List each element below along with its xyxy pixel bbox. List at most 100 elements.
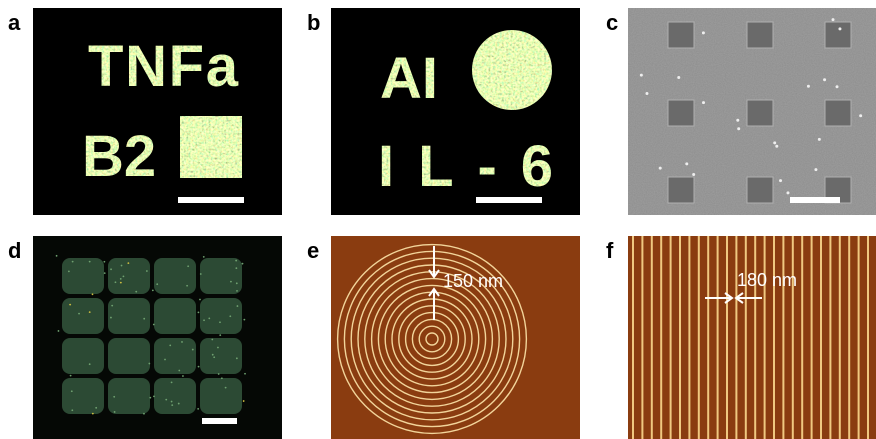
speck	[92, 293, 94, 295]
speck	[235, 267, 237, 269]
speck	[221, 377, 223, 379]
speck	[123, 275, 125, 277]
speck	[152, 289, 154, 291]
particle	[702, 31, 705, 34]
speck	[243, 319, 245, 321]
spot	[200, 338, 242, 374]
particle	[692, 173, 695, 176]
speck	[120, 278, 122, 280]
speck	[135, 291, 137, 293]
speck	[236, 290, 238, 292]
speck	[110, 268, 112, 270]
speck	[143, 413, 145, 415]
particle	[823, 78, 826, 81]
pad	[668, 100, 694, 126]
speck	[110, 317, 112, 319]
speck	[235, 260, 237, 262]
speck	[198, 366, 200, 368]
spot	[62, 378, 104, 414]
speck	[70, 375, 72, 377]
pad	[668, 177, 694, 203]
particle	[814, 168, 817, 171]
speck	[181, 341, 183, 343]
particle	[859, 114, 862, 117]
spot	[154, 338, 196, 374]
speck	[149, 397, 151, 399]
speck	[208, 318, 210, 320]
speck	[199, 299, 201, 301]
speck	[171, 401, 173, 403]
particle	[836, 85, 839, 88]
spot	[200, 378, 242, 414]
pattern-square	[180, 116, 242, 178]
speck	[237, 305, 239, 307]
speck	[178, 370, 180, 372]
speck	[89, 261, 91, 263]
speck	[213, 356, 215, 358]
panel-label: d	[8, 238, 21, 263]
speck	[111, 305, 113, 307]
speck	[169, 344, 171, 346]
spot	[62, 258, 104, 294]
panel-label: b	[307, 10, 320, 35]
speck	[236, 357, 238, 359]
pattern-circle	[472, 30, 552, 110]
particle	[659, 167, 662, 170]
panel-label: f	[606, 238, 614, 263]
speck	[225, 387, 227, 389]
particle	[775, 145, 778, 148]
speck	[95, 407, 97, 409]
speck	[89, 363, 91, 365]
speck	[153, 324, 155, 326]
speck	[103, 261, 105, 263]
particle	[818, 138, 821, 141]
speck	[218, 373, 220, 375]
speck	[113, 396, 115, 398]
particle	[736, 119, 739, 122]
figure: TNFa B2 AI IL-6 150 nm 180 nm a b c d e …	[0, 0, 876, 439]
pad	[747, 177, 773, 203]
speck	[114, 411, 116, 413]
scale-bar	[790, 197, 840, 203]
scale-bar	[178, 197, 244, 203]
speck	[71, 409, 73, 411]
particle	[640, 74, 643, 77]
speck	[243, 400, 245, 402]
speck	[72, 261, 74, 263]
scale-bar	[202, 418, 237, 424]
speck	[89, 311, 91, 313]
speck	[187, 265, 189, 267]
speck	[143, 318, 145, 320]
particle	[773, 141, 776, 144]
speck	[78, 313, 80, 315]
speck	[242, 263, 244, 265]
particle	[645, 92, 648, 95]
speck	[229, 315, 231, 317]
spot	[62, 298, 104, 334]
speck	[69, 304, 71, 306]
speck	[171, 382, 173, 384]
pattern-text: B2	[82, 124, 156, 189]
pattern-text: AI	[380, 46, 438, 111]
speck	[219, 321, 221, 323]
pad	[747, 22, 773, 48]
speck	[153, 395, 155, 397]
particle	[702, 101, 705, 104]
spot	[154, 378, 196, 414]
pad	[668, 22, 694, 48]
speck	[203, 256, 205, 258]
speck	[192, 349, 194, 351]
speck	[115, 281, 117, 283]
speck	[236, 282, 238, 284]
panel-label: e	[307, 238, 319, 263]
speck	[186, 285, 188, 287]
speck	[148, 363, 150, 365]
speck	[164, 359, 166, 361]
speck	[211, 339, 213, 341]
annotation: 150 nm	[443, 271, 503, 291]
panel-label: c	[606, 10, 618, 35]
speck	[71, 390, 73, 392]
scale-bar	[476, 197, 542, 203]
pad	[747, 100, 773, 126]
particle	[779, 179, 782, 182]
